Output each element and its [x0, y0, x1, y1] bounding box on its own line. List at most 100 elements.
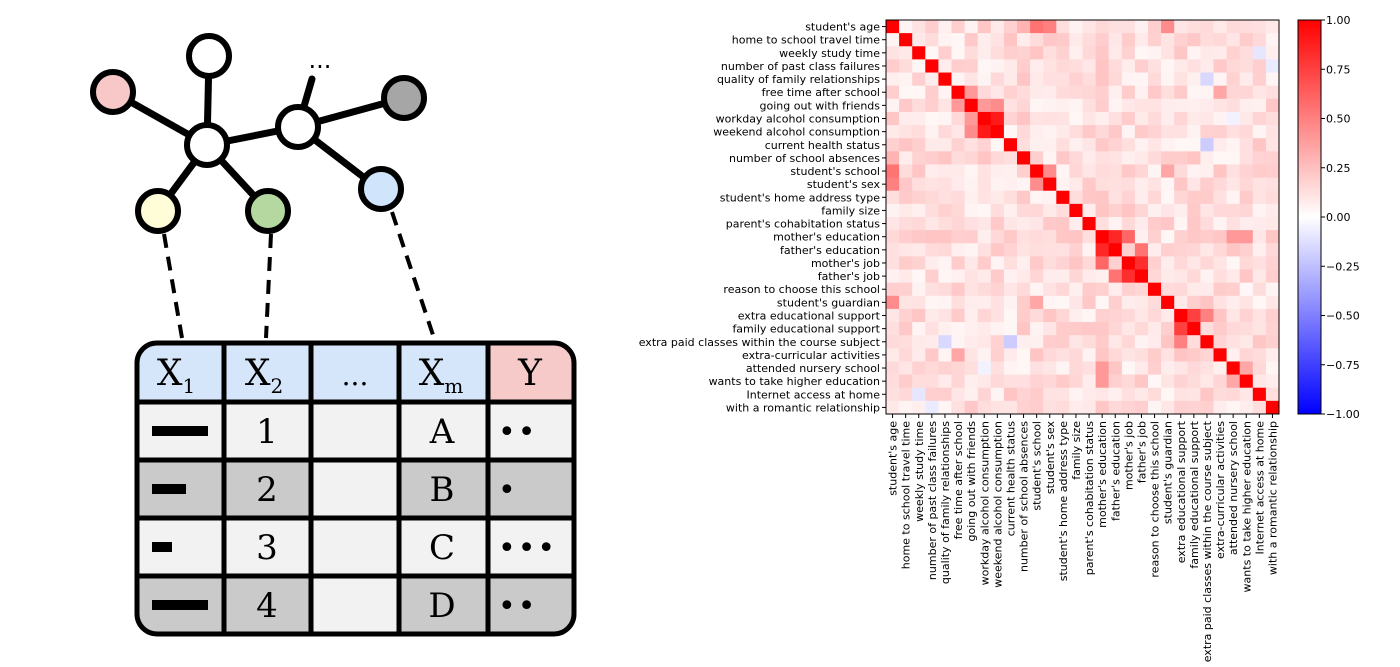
heatmap-cell [1082, 59, 1096, 73]
heatmap-cell [938, 164, 952, 178]
heatmap-cell [964, 230, 979, 244]
heatmap-cell [1043, 217, 1057, 231]
heatmap-cell [1213, 164, 1227, 178]
heatmap-cell [1108, 177, 1123, 192]
heatmap-cell [1030, 308, 1044, 323]
heatmap-cell [1161, 374, 1175, 389]
heatmap-cell [1161, 72, 1175, 87]
heatmap-cell [1082, 72, 1096, 87]
row-target-dots: •• [498, 415, 537, 450]
heatmap-cell [1095, 387, 1110, 402]
heatmap-cell [1161, 400, 1175, 415]
heatmap-cell [990, 46, 1005, 60]
heatmap-cell [938, 256, 952, 270]
heatmap-cell [1082, 282, 1096, 297]
heatmap-cell [1095, 348, 1110, 362]
heatmap-cell [951, 361, 965, 375]
heatmap-cell [964, 243, 979, 257]
heatmap-cell [1187, 98, 1201, 113]
heatmap-cell [899, 230, 913, 244]
heatmap-cell [1239, 190, 1254, 205]
row-target-dots: ••• [498, 531, 557, 566]
heatmap-cell [1252, 72, 1267, 87]
heatmap-cell [1134, 190, 1149, 205]
heatmap-cell [912, 59, 926, 73]
heatmap-cell [990, 348, 1005, 362]
heatmap-cell [977, 295, 992, 310]
heatmap-cell [1017, 190, 1031, 205]
heatmap-cell [899, 151, 913, 165]
connector-x2 [264, 233, 273, 339]
heatmap-cell [990, 138, 1005, 152]
heatmap-cell [1082, 138, 1096, 152]
heatmap-cell [1200, 400, 1214, 415]
heatmap-cell [951, 348, 965, 362]
heatmap-cell [951, 177, 965, 192]
graph-node-gray [381, 75, 427, 121]
heatmap-cell [925, 335, 939, 349]
heatmap-cell [1239, 111, 1254, 126]
heatmap-cell [1174, 400, 1188, 415]
heatmap-cell [912, 33, 926, 47]
heatmap-cell [1187, 322, 1201, 336]
heatmap-cell [1121, 98, 1136, 113]
row-bar [152, 426, 208, 436]
heatmap-cell [1226, 151, 1241, 165]
heatmap-cell [964, 33, 979, 47]
heatmap-cell [886, 190, 900, 205]
heatmap-cell [1134, 98, 1149, 113]
x-tick-label: family educational support [1188, 420, 1201, 568]
heatmap-cell [1161, 46, 1175, 60]
x-tick-label: mother's education [1096, 421, 1109, 528]
heatmap-cell [1003, 203, 1018, 218]
heatmap-cell [951, 125, 965, 139]
heatmap-cell [1226, 230, 1241, 244]
heatmap-cell [1003, 164, 1018, 178]
heatmap-cell [1069, 400, 1083, 415]
heatmap-cell [1056, 20, 1070, 34]
heatmap-cell [1148, 335, 1162, 349]
heatmap-cell [1187, 203, 1201, 218]
heatmap-cell [1069, 46, 1083, 60]
heatmap-cell [1017, 111, 1031, 126]
heatmap-cell [1252, 46, 1267, 60]
heatmap-cell [1003, 72, 1018, 87]
heatmap-cell [1030, 256, 1044, 270]
heatmap-cell [1121, 256, 1136, 270]
heatmap-cell [1017, 374, 1031, 389]
heatmap-cell [1043, 400, 1057, 415]
heatmap-cell [1252, 400, 1267, 415]
heatmap-cell [1226, 85, 1241, 100]
x-tick-label: current health status [1005, 421, 1018, 537]
heatmap-cell [1187, 177, 1201, 192]
heatmap-cell [1200, 322, 1214, 336]
heatmap-cell [1252, 20, 1267, 34]
y-tick-label: parent's cohabitation status [726, 218, 881, 231]
heatmap-cell [1161, 387, 1175, 402]
heatmap-cell [951, 151, 965, 165]
heatmap-cell [1265, 335, 1280, 349]
heatmap-cell [1213, 361, 1227, 375]
heatmap-cell [1069, 217, 1083, 231]
heatmap-cell [1069, 361, 1083, 375]
heatmap-cell [1200, 230, 1214, 244]
heatmap-cell [964, 59, 979, 73]
y-tick-label: student's sex [807, 178, 881, 191]
feature-table [137, 343, 574, 634]
heatmap-cell [1082, 348, 1096, 362]
heatmap-cell [1226, 33, 1241, 47]
heatmap-cell [1161, 295, 1175, 310]
heatmap-cell [899, 20, 913, 34]
heatmap-cell [1056, 85, 1070, 100]
heatmap-cell [1134, 230, 1149, 244]
heatmap-cell [1252, 282, 1267, 297]
heatmap-cell [899, 190, 913, 205]
heatmap-cell [1187, 295, 1201, 310]
heatmap-cell [1226, 217, 1241, 231]
header-ellipsis: ... [342, 359, 369, 392]
heatmap-cell [899, 33, 913, 47]
heatmap-cell [951, 230, 965, 244]
heatmap-cell [1043, 151, 1057, 165]
x-tick-label: Internet access at home [1253, 421, 1266, 555]
heatmap-cell [1252, 164, 1267, 178]
